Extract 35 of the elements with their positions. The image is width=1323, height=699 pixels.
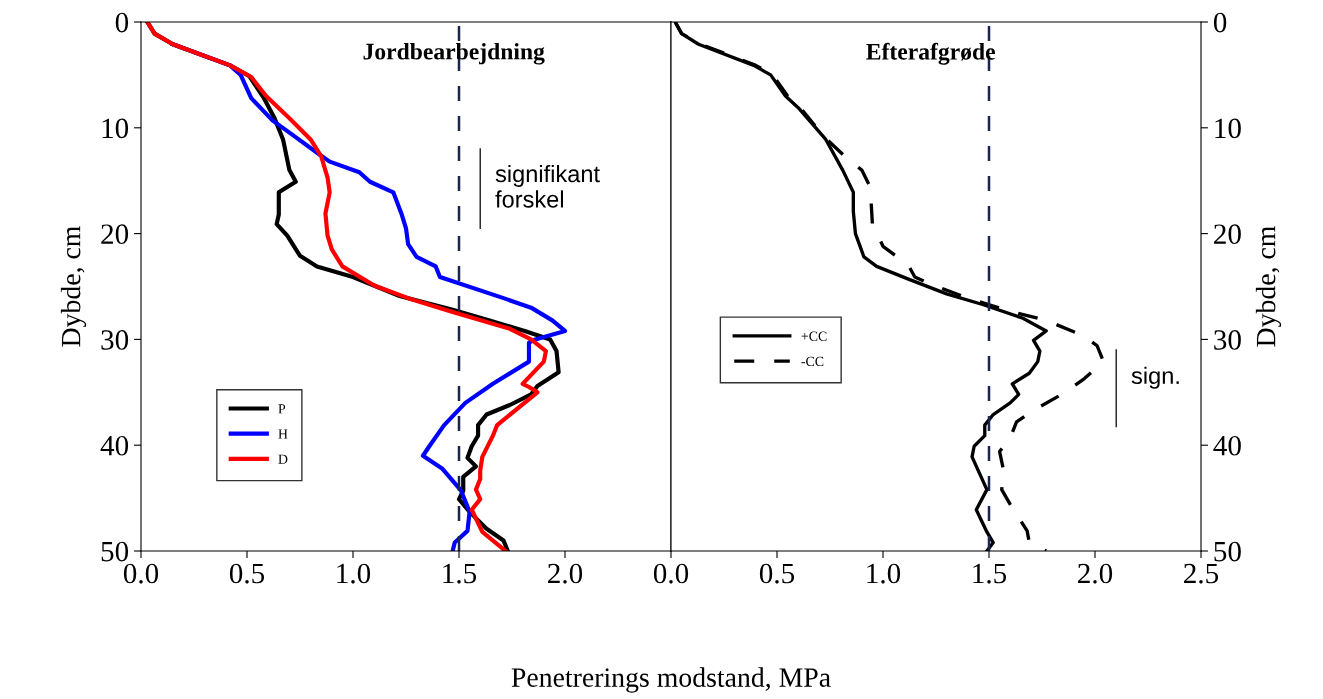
y-tick-label: 30 [101,330,129,350]
y-axis-title: Dybde, cm [1255,226,1282,347]
y-tick-label: 40 [1213,435,1241,456]
legend-label: +CC [801,331,827,341]
y-axis-title: Dybde, cm [60,226,87,347]
x-tick-label: 0.5 [229,563,265,584]
y-tick-label: 0 [1213,12,1227,33]
x-tick-label: 1.5 [443,563,477,584]
x-tick-label: 2.0 [1078,563,1113,584]
text: Jordbearbejdning [363,42,545,65]
legend-label: P [278,404,286,414]
x-tick-label: 1.5 [973,563,1007,584]
x-axis-title: Penetrerings modstand, MPa [511,667,831,693]
x-tick-label: 0.0 [653,563,689,584]
legend-label: D [278,454,288,464]
annotation: sign. [1131,366,1179,389]
y-tick-label: 30 [1214,330,1241,350]
legend-label: H [278,429,288,439]
y-tick-label: 0 [115,12,129,33]
text: Efterafgrøde [866,42,995,65]
x-tick-label: 2.5 [1184,563,1219,584]
x-tick-label: 0.0 [123,563,159,584]
annotation: signifikant forskel [495,164,600,208]
x-tick-label: 0.5 [759,563,795,584]
y-tick-label: 20 [101,224,129,245]
y-tick-label: 10 [102,118,129,139]
y-tick-label: 50 [101,541,129,562]
y-tick-label: 10 [1215,118,1241,139]
legend-label: -CC [801,356,824,367]
x-tick-label: 1.0 [337,563,371,584]
x-tick-label: 2.0 [548,563,583,584]
y-tick-label: 20 [1214,224,1241,245]
y-tick-label: 40 [100,435,129,456]
y-tick-label: 50 [1214,541,1241,562]
x-tick-label: 1.0 [867,563,901,584]
